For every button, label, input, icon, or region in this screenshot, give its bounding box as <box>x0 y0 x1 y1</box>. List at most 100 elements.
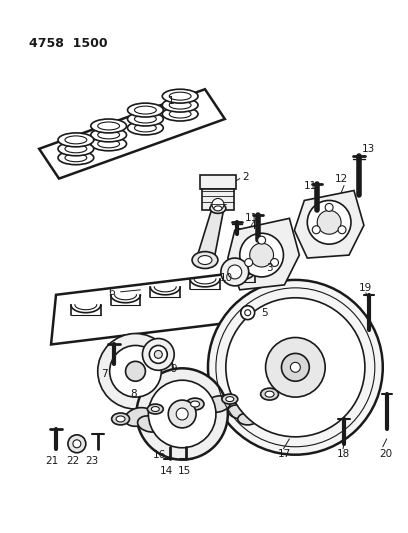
Ellipse shape <box>98 122 120 130</box>
Ellipse shape <box>98 140 120 148</box>
Ellipse shape <box>265 391 274 397</box>
Ellipse shape <box>191 401 200 407</box>
Ellipse shape <box>169 101 191 109</box>
Polygon shape <box>39 89 225 179</box>
Text: 16: 16 <box>152 450 166 459</box>
Ellipse shape <box>125 408 152 426</box>
Ellipse shape <box>266 337 325 397</box>
Ellipse shape <box>228 405 252 419</box>
Ellipse shape <box>73 440 81 448</box>
Ellipse shape <box>222 394 238 404</box>
Ellipse shape <box>241 306 255 320</box>
Ellipse shape <box>128 112 163 126</box>
Ellipse shape <box>128 121 163 135</box>
Ellipse shape <box>247 391 273 407</box>
Text: 6: 6 <box>109 287 115 297</box>
Ellipse shape <box>226 397 234 401</box>
Ellipse shape <box>290 362 300 372</box>
Ellipse shape <box>149 345 167 364</box>
Ellipse shape <box>65 136 87 144</box>
Text: 2: 2 <box>243 172 249 182</box>
Ellipse shape <box>169 92 191 100</box>
Ellipse shape <box>98 131 120 139</box>
Text: 19: 19 <box>359 283 372 293</box>
Ellipse shape <box>312 226 320 234</box>
Ellipse shape <box>147 404 163 414</box>
Ellipse shape <box>240 233 284 277</box>
Ellipse shape <box>91 137 126 151</box>
Ellipse shape <box>58 133 94 147</box>
Ellipse shape <box>98 334 173 409</box>
Text: 21: 21 <box>45 456 58 466</box>
Ellipse shape <box>162 98 198 112</box>
Text: 3: 3 <box>266 263 273 273</box>
Ellipse shape <box>116 416 125 422</box>
Ellipse shape <box>58 142 94 156</box>
Text: 4: 4 <box>250 221 256 231</box>
Text: 14: 14 <box>160 466 173 475</box>
Ellipse shape <box>110 345 161 397</box>
Ellipse shape <box>112 413 129 425</box>
Ellipse shape <box>205 396 231 413</box>
Text: 11: 11 <box>245 213 258 223</box>
Ellipse shape <box>245 259 253 266</box>
Ellipse shape <box>135 115 156 123</box>
Ellipse shape <box>126 361 145 381</box>
Ellipse shape <box>257 236 266 244</box>
Ellipse shape <box>137 416 163 432</box>
Text: 5: 5 <box>262 308 268 318</box>
Ellipse shape <box>135 124 156 132</box>
Ellipse shape <box>186 398 204 410</box>
Ellipse shape <box>226 298 365 437</box>
Ellipse shape <box>208 280 383 455</box>
Ellipse shape <box>154 350 162 358</box>
Ellipse shape <box>91 119 126 133</box>
Ellipse shape <box>149 380 216 448</box>
Ellipse shape <box>142 338 174 370</box>
Text: 23: 23 <box>85 456 98 466</box>
Ellipse shape <box>245 310 251 316</box>
Ellipse shape <box>228 265 242 279</box>
Text: 12: 12 <box>335 174 348 183</box>
Ellipse shape <box>128 103 163 117</box>
Text: 18: 18 <box>337 449 350 459</box>
Ellipse shape <box>271 259 279 266</box>
Text: 17: 17 <box>277 449 291 459</box>
Ellipse shape <box>158 425 178 437</box>
Ellipse shape <box>212 198 224 211</box>
Text: 10: 10 <box>220 273 233 283</box>
Ellipse shape <box>325 204 333 212</box>
Text: 11: 11 <box>303 181 317 191</box>
Polygon shape <box>295 190 364 258</box>
Ellipse shape <box>192 252 218 269</box>
Ellipse shape <box>162 398 189 416</box>
Bar <box>200 175 236 189</box>
Ellipse shape <box>261 388 279 400</box>
Ellipse shape <box>136 368 228 459</box>
Ellipse shape <box>210 204 226 213</box>
Text: 7: 7 <box>101 369 107 379</box>
Ellipse shape <box>151 407 159 411</box>
Text: 4758  1500: 4758 1500 <box>29 37 108 50</box>
Ellipse shape <box>65 154 87 161</box>
Text: 20: 20 <box>379 449 392 459</box>
Text: 15: 15 <box>178 466 191 475</box>
Ellipse shape <box>317 211 341 234</box>
Ellipse shape <box>65 145 87 153</box>
Ellipse shape <box>58 151 94 165</box>
Ellipse shape <box>176 408 188 420</box>
Ellipse shape <box>91 128 126 142</box>
Ellipse shape <box>214 206 222 211</box>
Ellipse shape <box>221 258 249 286</box>
Ellipse shape <box>238 413 257 425</box>
Ellipse shape <box>162 107 198 121</box>
Ellipse shape <box>162 89 198 103</box>
Bar <box>202 189 234 211</box>
Text: 8: 8 <box>131 389 137 399</box>
Text: 1: 1 <box>168 96 175 106</box>
Text: 9: 9 <box>170 364 177 374</box>
Polygon shape <box>196 208 224 260</box>
Text: 13: 13 <box>362 144 375 154</box>
Polygon shape <box>228 219 299 290</box>
Ellipse shape <box>168 400 196 428</box>
